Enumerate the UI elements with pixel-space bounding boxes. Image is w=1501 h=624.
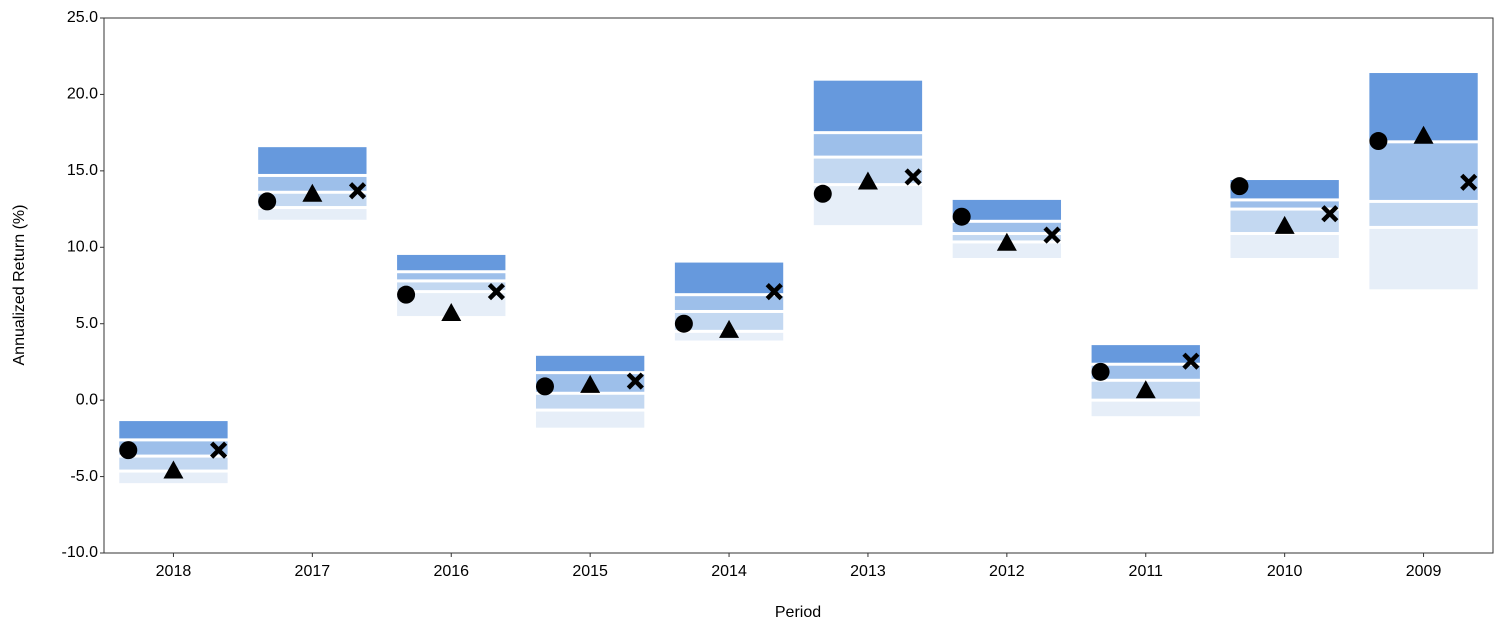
range-band — [674, 296, 784, 310]
range-band — [397, 282, 506, 291]
x-tick-label: 2016 — [433, 563, 469, 580]
range-band — [397, 273, 506, 280]
range-band — [1230, 235, 1339, 258]
marker-cross — [1043, 226, 1061, 244]
range-band — [258, 209, 367, 220]
marker-circle — [397, 285, 416, 304]
y-tick-label: -10.0 — [62, 544, 99, 561]
range-band — [952, 199, 1062, 220]
marker-cross — [487, 283, 506, 301]
range-band — [535, 394, 645, 409]
marker-circle — [258, 192, 277, 211]
range-band — [1369, 202, 1478, 226]
x-tick-label: 2018 — [156, 563, 192, 580]
marker-circle — [1230, 177, 1249, 196]
marker-triangle — [441, 303, 462, 322]
range-band — [119, 421, 228, 439]
x-axis-label: Period — [775, 604, 821, 621]
range-band — [1091, 365, 1200, 379]
marker-triangle — [302, 183, 323, 202]
marker-circle — [813, 184, 832, 203]
range-band — [1091, 345, 1200, 363]
marker-triangle — [996, 232, 1017, 251]
marker-triangle — [857, 171, 878, 190]
marker-circle — [1091, 362, 1110, 381]
range-band — [813, 80, 923, 132]
marker-circle — [952, 207, 971, 226]
marker-cross — [1460, 173, 1478, 191]
plot-frame — [103, 17, 1494, 554]
marker-cross — [904, 168, 922, 186]
range-band — [397, 254, 506, 271]
y-tick-label: 5.0 — [76, 315, 98, 332]
range-band — [1369, 228, 1478, 290]
range-band — [952, 222, 1062, 233]
x-tick-label: 2014 — [711, 563, 747, 580]
y-tick-label: 25.0 — [67, 9, 98, 26]
range-band — [952, 243, 1062, 258]
range-band — [1091, 401, 1200, 417]
y-tick-label: 15.0 — [67, 162, 98, 179]
marker-triangle — [1413, 125, 1434, 144]
y-tick-label: 10.0 — [67, 239, 98, 256]
range-band — [813, 186, 923, 226]
x-tick-label: 2010 — [1267, 563, 1303, 580]
range-band — [1230, 180, 1339, 199]
range-band — [813, 134, 923, 156]
marker-cross — [765, 283, 783, 301]
marker-triangle — [1274, 215, 1295, 234]
marker-triangle — [1135, 380, 1156, 399]
x-tick-label: 2011 — [1129, 563, 1164, 580]
range-band — [1230, 201, 1339, 208]
marker-circle — [119, 441, 138, 460]
marker-cross — [1321, 205, 1339, 223]
marker-cross — [1182, 352, 1200, 370]
y-axis-label: Annualized Return (%) — [11, 205, 28, 366]
range-band — [674, 262, 784, 294]
marker-triangle — [719, 319, 740, 338]
range-band — [1369, 143, 1478, 200]
x-tick-label: 2012 — [989, 563, 1025, 580]
y-tick-label: 20.0 — [67, 86, 98, 103]
marker-cross — [348, 182, 367, 200]
y-tick-label: 0.0 — [76, 391, 98, 408]
y-tick-label: -5.0 — [70, 468, 98, 485]
marker-cross — [626, 372, 644, 390]
marker-circle — [1369, 132, 1388, 151]
marker-circle — [535, 377, 554, 396]
x-tick-label: 2017 — [295, 563, 331, 580]
marker-circle — [674, 314, 693, 333]
x-tick-label: 2009 — [1406, 563, 1442, 580]
range-band — [258, 147, 367, 174]
marker-triangle — [163, 460, 184, 479]
x-tick-label: 2013 — [850, 563, 886, 580]
x-tick-label: 2015 — [572, 563, 608, 580]
marker-triangle — [580, 374, 601, 393]
marker-cross — [210, 441, 228, 459]
range-band — [119, 441, 228, 455]
range-band — [535, 355, 645, 372]
range-band — [535, 411, 645, 428]
